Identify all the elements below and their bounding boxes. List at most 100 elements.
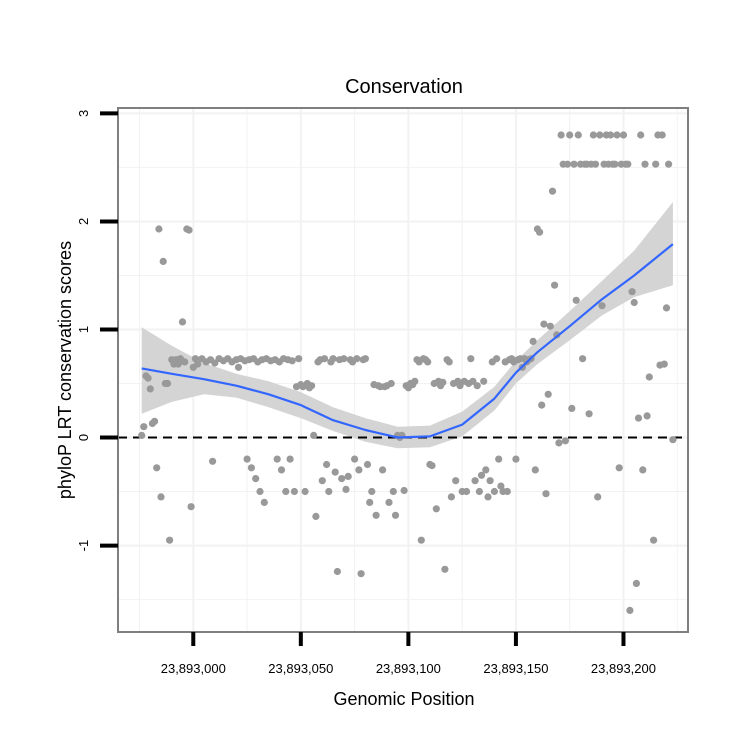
data-point — [641, 160, 649, 168]
data-point — [555, 439, 563, 447]
y-tick-label: -1 — [76, 540, 91, 552]
data-point — [607, 131, 615, 139]
data-point — [544, 390, 552, 398]
data-point — [153, 464, 161, 472]
data-point — [194, 360, 202, 368]
data-point — [662, 304, 671, 312]
data-point — [163, 379, 172, 388]
data-point — [329, 355, 337, 363]
data-point — [234, 363, 243, 371]
y-axis: -1 0 1 2 3 — [76, 110, 118, 552]
data-point — [574, 131, 582, 139]
data-point — [428, 462, 436, 470]
data-point — [389, 487, 397, 496]
data-point — [424, 358, 432, 366]
data-point — [178, 318, 187, 326]
data-point — [295, 355, 303, 363]
data-point — [308, 382, 316, 390]
data-point — [301, 487, 309, 496]
x-axis-label: Genomic Position — [333, 689, 474, 709]
y-axis-label: phyloP LRT conservation scores — [55, 241, 75, 499]
data-point — [277, 466, 286, 474]
data-point — [546, 322, 554, 330]
data-point — [273, 455, 281, 463]
data-point — [191, 355, 199, 363]
data-point — [456, 382, 464, 390]
data-point — [312, 512, 320, 521]
x-tick-label: 23,893,050 — [268, 661, 333, 676]
data-point — [260, 498, 268, 506]
data-point — [613, 131, 621, 139]
data-point — [155, 225, 163, 233]
data-point — [385, 498, 393, 506]
smooth-line-path — [141, 243, 674, 439]
data-point — [529, 337, 537, 345]
data-point — [366, 498, 374, 506]
data-point — [432, 505, 440, 513]
data-point — [639, 466, 647, 474]
confidence-ribbon — [141, 202, 673, 449]
data-point — [579, 355, 587, 363]
data-point — [561, 437, 570, 445]
data-point — [441, 565, 449, 573]
data-point — [477, 471, 486, 479]
data-point — [379, 466, 387, 474]
data-point — [344, 472, 352, 480]
data-point — [288, 357, 296, 365]
data-point — [591, 160, 600, 168]
data-point — [209, 457, 217, 465]
y-tick-label: 0 — [76, 434, 91, 441]
data-point — [624, 160, 632, 168]
data-point — [445, 358, 453, 366]
data-point — [400, 486, 408, 495]
data-point — [484, 493, 492, 501]
data-point — [594, 493, 602, 501]
data-point — [572, 296, 580, 304]
data-point — [632, 579, 641, 588]
data-point — [630, 298, 638, 307]
data-point — [469, 377, 477, 385]
data-point — [351, 455, 359, 463]
data-point — [585, 410, 593, 418]
data-point — [669, 436, 677, 444]
data-point — [536, 228, 544, 236]
data-point — [566, 131, 574, 139]
data-point — [495, 455, 503, 463]
data-point — [138, 431, 146, 439]
data-point — [548, 187, 557, 195]
data-points — [138, 131, 677, 615]
data-point — [391, 511, 400, 519]
data-point — [637, 131, 645, 139]
data-point — [652, 160, 660, 168]
data-point — [363, 460, 372, 469]
x-tick-label: 23,893,000 — [161, 661, 226, 676]
data-point — [166, 536, 174, 544]
data-point — [626, 606, 634, 615]
confidence-ribbon-area — [141, 202, 673, 449]
data-point — [353, 355, 361, 363]
data-point — [568, 404, 576, 412]
data-point — [185, 226, 193, 234]
data-point — [480, 377, 488, 385]
data-point — [596, 131, 604, 139]
data-point — [340, 355, 348, 363]
chart-title: Conservation — [345, 76, 463, 98]
data-point — [551, 281, 559, 289]
data-point — [490, 487, 498, 496]
data-point — [473, 382, 481, 390]
data-point — [497, 482, 505, 490]
data-point — [140, 423, 148, 431]
data-point — [542, 490, 550, 498]
data-point — [286, 455, 294, 463]
data-point — [486, 477, 494, 485]
data-point — [512, 455, 520, 463]
data-point — [256, 487, 264, 496]
data-point — [417, 536, 425, 544]
data-point — [342, 485, 350, 493]
data-point — [557, 131, 565, 139]
data-point — [355, 466, 363, 474]
y-tick-label: 1 — [76, 326, 91, 333]
data-point — [159, 257, 167, 265]
data-point — [181, 358, 189, 366]
